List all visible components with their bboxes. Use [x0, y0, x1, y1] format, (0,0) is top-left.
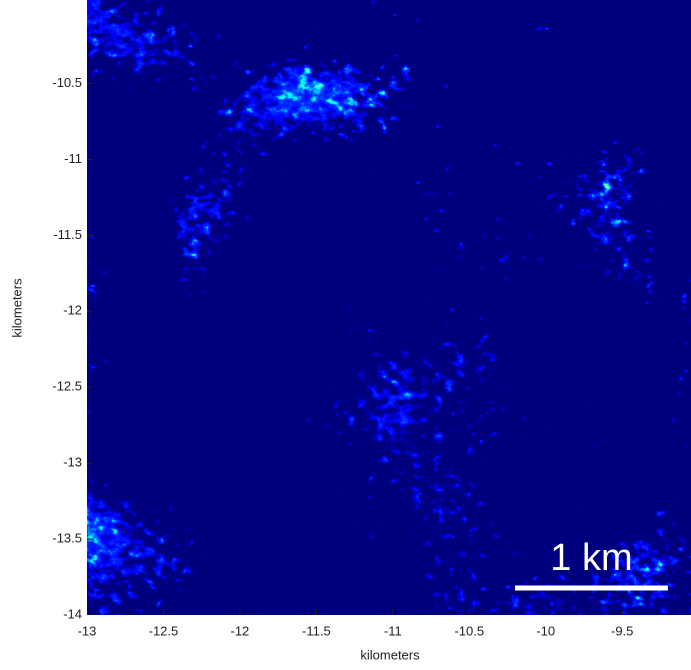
- y-tick-label: -10.5: [52, 75, 82, 90]
- scale-bar-label: 1 km: [550, 537, 632, 579]
- y-tick-label: -12.5: [52, 379, 82, 394]
- y-tick-label: -13.5: [52, 531, 82, 546]
- x-tick-label: -12.5: [149, 623, 179, 638]
- x-axis-label: kilometers: [360, 647, 420, 662]
- x-tick-label: -11.5: [302, 623, 331, 638]
- image-raster: [87, 0, 691, 615]
- x-tick-label: -10.5: [454, 623, 484, 638]
- y-tick-label: -11: [64, 151, 82, 166]
- plot-area: [87, 0, 691, 615]
- x-tick-label: -10: [536, 623, 555, 638]
- x-tick-label: -12: [231, 623, 250, 638]
- x-tick-label: -11: [384, 623, 402, 638]
- y-tick-label: -11.5: [53, 227, 82, 242]
- figure: kilometers kilometers -13 -12.5 -12 -11.5 -1…: [0, 0, 691, 665]
- x-tick-label: -9.5: [611, 623, 633, 638]
- x-tick-label: -13: [78, 623, 97, 638]
- y-tick-label: -14: [63, 606, 82, 621]
- y-axis-label: kilometers: [9, 278, 24, 338]
- y-tick-label: -13: [63, 455, 82, 470]
- y-tick-label: -12: [63, 303, 82, 318]
